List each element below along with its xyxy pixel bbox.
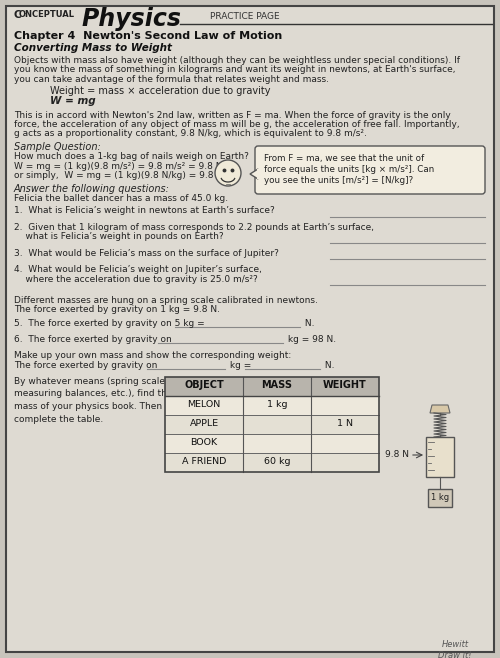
Text: N.: N. — [302, 319, 314, 328]
Text: kg =: kg = — [227, 361, 254, 370]
Text: Objects with mass also have weight (although they can be weightless under specia: Objects with mass also have weight (alth… — [14, 56, 460, 65]
Text: kg = 98 N.: kg = 98 N. — [285, 335, 336, 344]
Text: where the acceleration due to gravity is 25.0 m/s²?: where the acceleration due to gravity is… — [14, 274, 258, 284]
Text: Weight = mass × acceleration due to gravity: Weight = mass × acceleration due to grav… — [50, 86, 270, 97]
Bar — [165, 396, 379, 415]
Text: 2.  Given that 1 kilogram of mass corresponds to 2.2 pounds at Earth’s surface,: 2. Given that 1 kilogram of mass corresp… — [14, 222, 374, 232]
Text: By whatever means (spring scales,
measuring balances, etc.), find the
mass of yo: By whatever means (spring scales, measur… — [14, 377, 172, 424]
Text: 5.  The force exerted by gravity on 5 kg =: 5. The force exerted by gravity on 5 kg … — [14, 319, 207, 328]
Text: This is in accord with Newton's 2nd law, written as F = ma. When the force of gr: This is in accord with Newton's 2nd law,… — [14, 111, 451, 120]
Text: Converting Mass to Weight: Converting Mass to Weight — [14, 43, 172, 53]
Text: From F = ma, we see that the unit of: From F = ma, we see that the unit of — [264, 154, 424, 163]
Text: 6.  The force exerted by gravity on: 6. The force exerted by gravity on — [14, 335, 174, 344]
Text: 1 kg: 1 kg — [267, 400, 287, 409]
Text: 3.  What would be Felicia’s mass on the surface of Jupiter?: 3. What would be Felicia’s mass on the s… — [14, 249, 279, 257]
Text: 1.  What is Felicia’s weight in newtons at Earth’s surface?: 1. What is Felicia’s weight in newtons a… — [14, 206, 275, 215]
FancyBboxPatch shape — [426, 437, 454, 477]
Bar — [165, 434, 379, 453]
Polygon shape — [430, 405, 450, 413]
Text: 1 N: 1 N — [337, 419, 353, 428]
Text: MASS: MASS — [262, 380, 292, 390]
Text: Sample Question:: Sample Question: — [14, 142, 101, 152]
Text: W = mg = (1 kg)(9.8 m/s²) = 9.8 m/s² = 9.8 N.: W = mg = (1 kg)(9.8 m/s²) = 9.8 m/s² = 9… — [14, 162, 226, 171]
Text: force, the acceleration of any object of mass m will be g, the acceleration of f: force, the acceleration of any object of… — [14, 120, 460, 129]
Text: A FRIEND: A FRIEND — [182, 457, 226, 466]
Text: Physics: Physics — [82, 7, 182, 31]
Text: PRACTICE PAGE: PRACTICE PAGE — [210, 12, 280, 21]
Text: 4.  What would be Felicia’s weight on Jupiter’s surface,: 4. What would be Felicia’s weight on Jup… — [14, 265, 262, 274]
Text: WEIGHT: WEIGHT — [323, 380, 367, 390]
Text: The force exerted by gravity on 1 kg = 9.8 N.: The force exerted by gravity on 1 kg = 9… — [14, 305, 220, 315]
Text: you see the units [m/s²] = [N/kg]?: you see the units [m/s²] = [N/kg]? — [264, 176, 413, 185]
Circle shape — [215, 160, 241, 186]
Text: you can take advantage of the formula that relates weight and mass.: you can take advantage of the formula th… — [14, 75, 329, 84]
Text: what is Felicia’s weight in pounds on Earth?: what is Felicia’s weight in pounds on Ea… — [14, 232, 224, 241]
FancyBboxPatch shape — [6, 6, 494, 652]
Text: MELON: MELON — [188, 400, 220, 409]
Text: C: C — [14, 10, 22, 20]
Text: 60 kg: 60 kg — [264, 457, 290, 466]
Bar — [165, 377, 379, 472]
Text: Chapter 4  Newton's Second Law of Motion: Chapter 4 Newton's Second Law of Motion — [14, 31, 282, 41]
FancyBboxPatch shape — [428, 489, 452, 507]
FancyBboxPatch shape — [255, 146, 485, 194]
Text: Hewitt
Draw it!: Hewitt Draw it! — [438, 640, 472, 658]
Text: g acts as a proportionality constant, 9.8 N/kg, which is equivalent to 9.8 m/s².: g acts as a proportionality constant, 9.… — [14, 130, 367, 138]
Polygon shape — [250, 169, 258, 179]
Text: N.: N. — [322, 361, 334, 370]
Text: The force exerted by gravity on: The force exerted by gravity on — [14, 361, 160, 370]
Bar — [165, 415, 379, 434]
Text: you know the mass of something in kilograms and want its weight in newtons, at E: you know the mass of something in kilogr… — [14, 66, 456, 74]
Bar — [165, 377, 379, 396]
Text: Different masses are hung on a spring scale calibrated in newtons.: Different masses are hung on a spring sc… — [14, 296, 318, 305]
Text: force equals the units [kg × m/s²]. Can: force equals the units [kg × m/s²]. Can — [264, 165, 434, 174]
Text: Answer the following questions:: Answer the following questions: — [14, 184, 170, 194]
Text: Felicia the ballet dancer has a mass of 45.0 kg.: Felicia the ballet dancer has a mass of … — [14, 194, 228, 203]
Text: 1 kg: 1 kg — [431, 493, 449, 502]
Text: How much does a 1-kg bag of nails weigh on Earth?: How much does a 1-kg bag of nails weigh … — [14, 152, 249, 161]
Text: 9.8 N: 9.8 N — [385, 450, 409, 459]
Text: BOOK: BOOK — [190, 438, 218, 447]
Text: or simply,  W = mg = (1 kg)(9.8 N/kg) = 9.8 N.: or simply, W = mg = (1 kg)(9.8 N/kg) = 9… — [14, 172, 226, 180]
Text: W = mg: W = mg — [50, 97, 96, 107]
Text: ONCEPTUAL: ONCEPTUAL — [19, 10, 75, 19]
Bar — [165, 453, 379, 472]
Text: APPLE: APPLE — [190, 419, 218, 428]
Text: OBJECT: OBJECT — [184, 380, 224, 390]
Text: Make up your own mass and show the corresponding weight:: Make up your own mass and show the corre… — [14, 351, 291, 360]
